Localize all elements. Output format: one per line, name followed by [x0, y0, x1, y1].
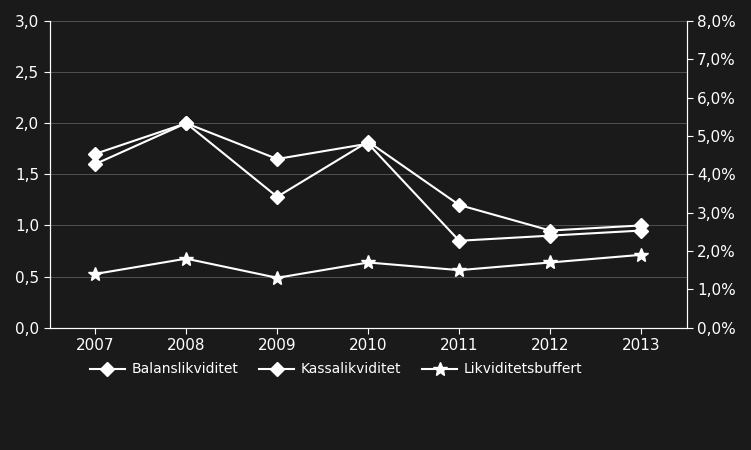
Line: Balanslikviditet: Balanslikviditet [90, 118, 646, 246]
Balanslikviditet [182, 121, 191, 126]
Kassalikviditet [454, 202, 463, 208]
Line: Kassalikviditet: Kassalikviditet [90, 118, 646, 235]
Likviditetsbuffert [546, 260, 555, 265]
Kassalikviditet [546, 228, 555, 233]
Legend: Balanslikviditet, Kassalikviditet, Likviditetsbuffert: Balanslikviditet, Kassalikviditet, Likvi… [84, 357, 588, 382]
Likviditetsbuffert [637, 252, 646, 257]
Balanslikviditet [454, 238, 463, 243]
Kassalikviditet [91, 151, 100, 157]
Kassalikviditet [273, 194, 282, 199]
Balanslikviditet [363, 141, 372, 146]
Balanslikviditet [546, 233, 555, 238]
Likviditetsbuffert [363, 260, 372, 265]
Balanslikviditet [91, 162, 100, 167]
Likviditetsbuffert [273, 275, 282, 280]
Line: Likviditetsbuffert: Likviditetsbuffert [88, 248, 648, 285]
Balanslikviditet [273, 156, 282, 162]
Likviditetsbuffert [182, 256, 191, 261]
Kassalikviditet [182, 121, 191, 126]
Kassalikviditet [363, 139, 372, 144]
Balanslikviditet [637, 228, 646, 233]
Likviditetsbuffert [454, 267, 463, 273]
Likviditetsbuffert [91, 271, 100, 277]
Kassalikviditet [637, 223, 646, 228]
